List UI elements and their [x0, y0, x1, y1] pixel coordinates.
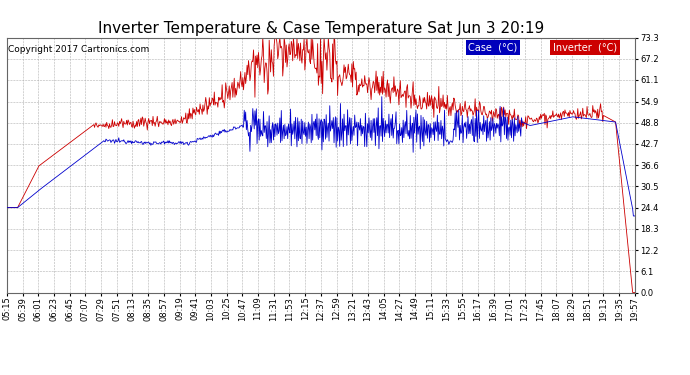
Text: Copyright 2017 Cartronics.com: Copyright 2017 Cartronics.com [8, 45, 149, 54]
Text: Case  (°C): Case (°C) [469, 43, 518, 52]
Text: Inverter  (°C): Inverter (°C) [553, 43, 618, 52]
Title: Inverter Temperature & Case Temperature Sat Jun 3 20:19: Inverter Temperature & Case Temperature … [98, 21, 544, 36]
